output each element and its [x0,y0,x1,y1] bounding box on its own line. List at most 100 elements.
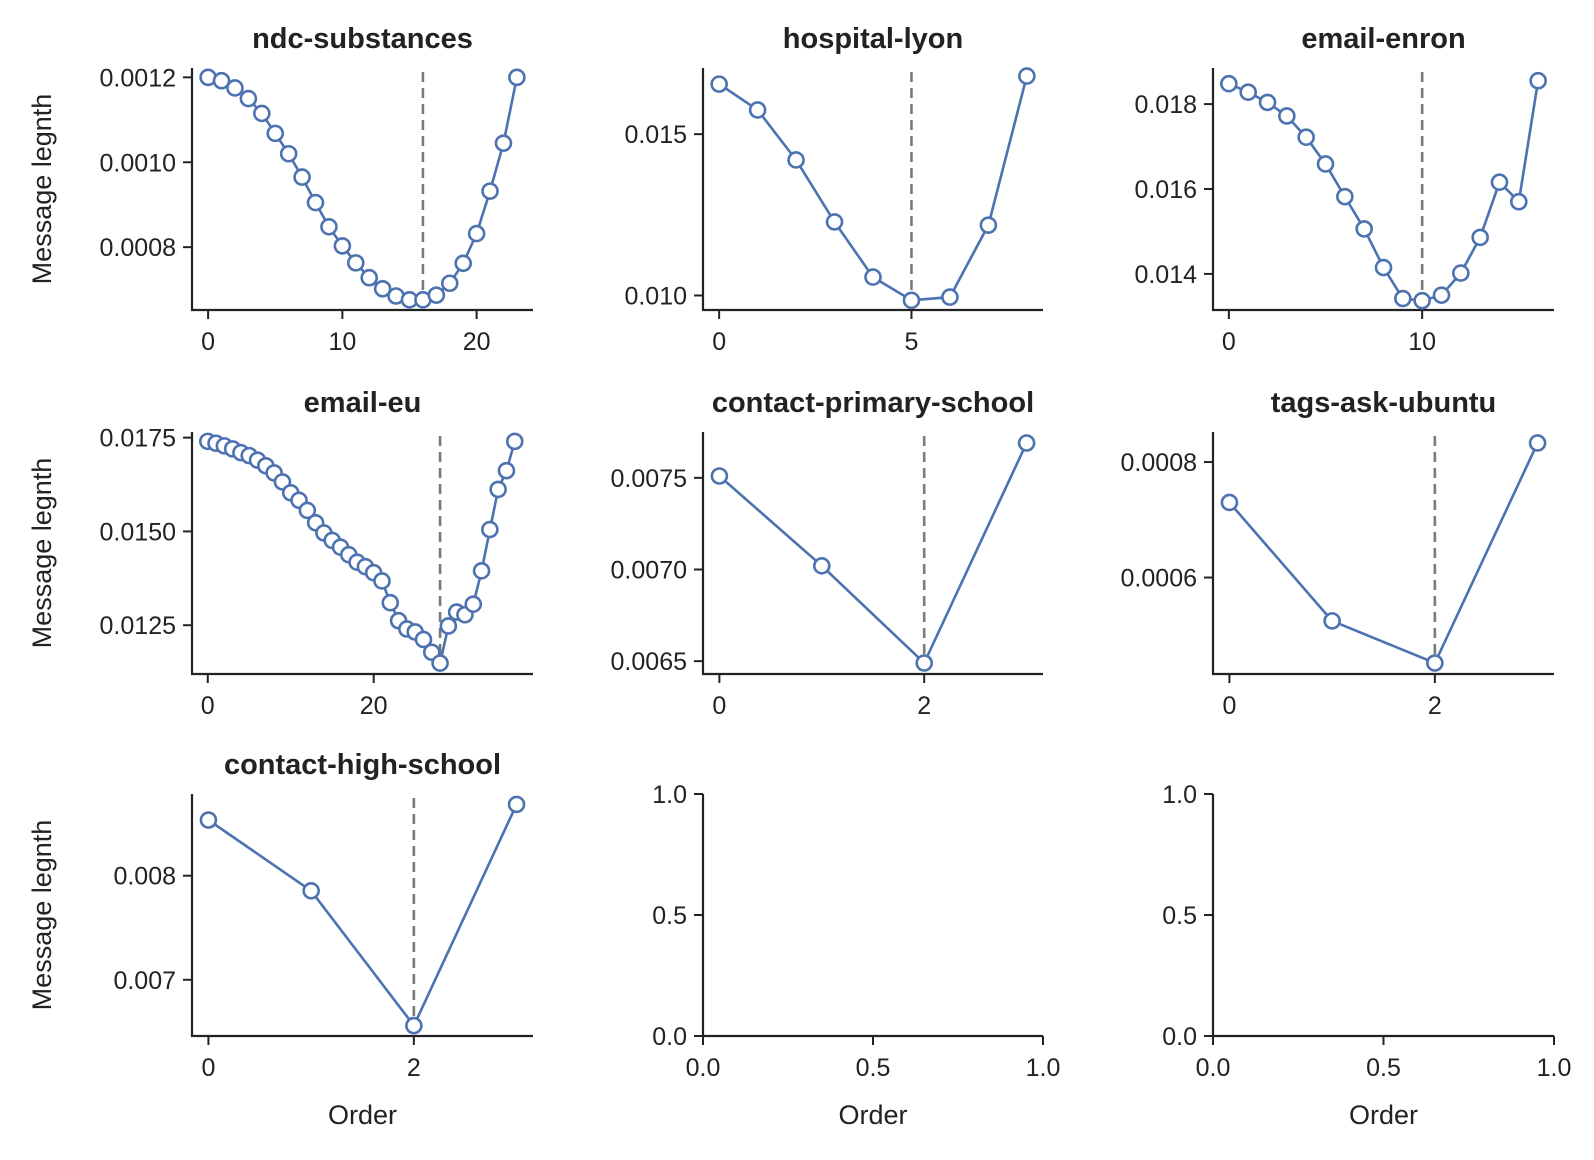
x-tick-label: 0.5 [1366,1054,1401,1082]
data-point [1452,264,1470,282]
data-point [710,75,728,93]
data-point [266,124,285,143]
data-point [454,254,472,273]
subplot-2: 0.014 0.016 0.018 0 10 email-enron [1134,23,1554,356]
data-point [293,168,311,186]
subplot-4: 0.0065 0.0070 0.0075 0 2 contact-primary-scho… [611,387,1043,720]
data-point [1239,83,1257,101]
data-point [346,254,365,272]
data-point [1316,155,1335,173]
data-point [1323,612,1341,630]
data-point [373,572,391,590]
subplot-8: 0.0 0.5 1.0 0.0 0.5 1.0 Order [1162,781,1571,1130]
data-point [1017,434,1036,452]
data-point [439,617,458,635]
series-line [718,442,1028,666]
data-point [1336,187,1354,206]
data-point [489,480,507,499]
subplot-6: 0.007 0.008 0 2 contact-high-school Message l… [27,749,533,1130]
y-tick-label: 0.0 [1162,1023,1197,1051]
data-point [1258,93,1277,112]
data-point [1490,173,1509,192]
x-tick-label: 2 [1428,692,1442,720]
subplot-title: contact-high-school [224,749,501,781]
subplot-title: email-enron [1301,23,1465,55]
data-point [915,654,934,672]
data-point [373,279,392,298]
data-point [787,151,805,169]
x-axis-label: Order [1349,1100,1418,1130]
y-tick-label: 0.0006 [1121,565,1197,593]
data-point [333,237,352,255]
x-tick-label: 0.0 [686,1054,721,1082]
y-tick-label: 0.0008 [100,234,176,262]
x-tick-label: 1.0 [1537,1054,1572,1082]
x-tick-label: 0.5 [856,1054,891,1082]
y-tick-label: 0.018 [1134,91,1197,119]
y-tick-label: 0.0010 [100,149,176,177]
y-tick-label: 0.0065 [611,648,687,676]
x-tick-label: 20 [463,328,491,356]
data-point [812,557,831,575]
data-point [431,654,449,672]
y-tick-label: 0.0150 [100,518,176,546]
y-axis-label: Message legnth [27,94,57,285]
data-point [306,193,325,212]
y-tick-label: 1.0 [1162,781,1197,809]
data-point [1355,220,1373,238]
x-tick-label: 1.0 [1026,1054,1061,1082]
y-tick-label: 0.014 [1134,261,1197,289]
data-point [508,68,526,87]
data-point [199,811,218,829]
data-point [1471,228,1489,247]
data-point [505,432,524,451]
y-tick-label: 0.010 [624,282,687,310]
x-tick-label: 0 [712,692,726,720]
x-tick-label: 2 [407,1054,421,1082]
data-point [1297,128,1315,147]
x-tick-label: 2 [917,692,931,720]
data-point [1220,493,1239,512]
series-line [1228,442,1539,665]
y-tick-label: 0.5 [1162,902,1197,930]
data-point [464,595,483,614]
y-tick-label: 1.0 [652,781,687,809]
data-point [864,268,882,286]
y-tick-label: 0.0 [652,1023,687,1051]
x-tick-label: 0 [712,328,726,356]
series-line [207,440,516,667]
subplot-3: 0.0125 0.0150 0.0175 0 20 email-eu Message leg… [27,387,533,720]
data-point [302,881,320,900]
x-tick-label: 20 [360,692,388,720]
data-point [212,71,231,90]
data-point [507,795,526,814]
y-tick-label: 0.0075 [611,465,687,493]
data-point [979,216,998,234]
data-point [481,520,499,539]
subplot-7: 0.0 0.5 1.0 0.0 0.5 1.0 Order [652,781,1060,1130]
data-point [1426,654,1444,672]
data-point [239,89,258,108]
data-point [1528,434,1547,452]
data-point [825,213,844,231]
data-point [381,593,400,612]
y-axis-label: Message legnth [27,458,57,649]
data-point [902,291,921,310]
y-tick-label: 0.007 [113,967,176,995]
data-point [748,101,767,119]
data-point [481,182,499,200]
subplot-title: hospital-lyon [783,23,963,55]
data-point [1510,192,1528,211]
data-point [279,144,298,163]
data-point [941,288,959,306]
data-point [1374,258,1393,277]
y-axis-label: Message legnth [27,820,57,1011]
data-point [253,104,271,123]
y-tick-label: 0.015 [624,121,687,149]
data-point [360,268,379,287]
data-point [710,467,729,485]
y-tick-label: 0.008 [113,863,176,891]
data-point [467,224,486,243]
y-tick-label: 0.0008 [1121,449,1197,477]
